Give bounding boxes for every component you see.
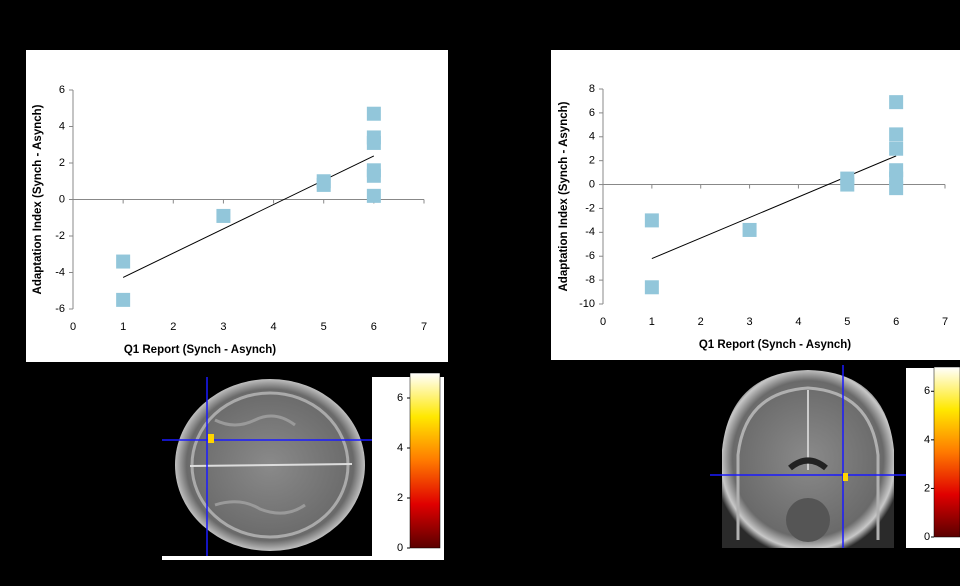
point: [743, 223, 757, 237]
y-tick-label: -4: [585, 226, 595, 238]
x-tick-label: 4: [795, 316, 801, 328]
x-tick-label: 5: [321, 321, 327, 333]
point: [367, 169, 381, 183]
point: [367, 136, 381, 150]
y-axis-label: Adaptation Index (Synch - Asynch): [558, 101, 570, 291]
colorbar-tick-label: 0: [924, 531, 930, 543]
point: [367, 107, 381, 121]
x-axis-label: Q1 Report (Synch - Asynch): [124, 344, 276, 356]
y-tick-label: 4: [59, 120, 65, 132]
point: [116, 293, 130, 307]
point: [216, 209, 230, 223]
colorbar-tick-label: 2: [924, 482, 930, 494]
point: [645, 213, 659, 227]
x-tick-label: 0: [600, 316, 606, 328]
point: [317, 174, 331, 188]
x-tick-label: 7: [421, 321, 427, 333]
y-tick-label: -4: [55, 266, 65, 278]
y-tick-label: 4: [589, 131, 595, 143]
y-tick-label: -6: [55, 303, 65, 315]
x-tick-label: 2: [170, 321, 176, 333]
y-tick-label: 6: [59, 84, 65, 96]
point: [889, 142, 903, 156]
y-tick-label: 6: [589, 107, 595, 119]
y-tick-label: -10: [579, 298, 595, 310]
point: [645, 280, 659, 294]
y-tick-label: -8: [585, 274, 595, 286]
x-tick-label: 7: [942, 316, 948, 328]
colorbar-tick-label: 6: [924, 385, 930, 397]
colorbar-tick-label: 4: [924, 434, 930, 446]
colorbar-tick-label: 2: [397, 492, 403, 504]
chart-panel: [26, 50, 448, 362]
y-tick-label: 8: [589, 83, 595, 95]
y-tick-label: -2: [585, 202, 595, 214]
point: [889, 95, 903, 109]
y-tick-label: 0: [589, 178, 595, 190]
point: [840, 178, 854, 192]
point: [116, 255, 130, 269]
y-tick-label: 2: [589, 155, 595, 167]
x-tick-label: 4: [271, 321, 277, 333]
colorbar-tick-label: 6: [397, 392, 403, 404]
x-tick-label: 1: [120, 321, 126, 333]
point: [889, 181, 903, 195]
x-tick-label: 3: [747, 316, 753, 328]
brain-image: [710, 365, 906, 548]
brain-image: [162, 377, 372, 560]
colorbar-tick-label: 4: [397, 442, 403, 454]
x-tick-label: 1: [649, 316, 655, 328]
colorbar-tick-label: 0: [397, 542, 403, 554]
y-tick-label: 0: [59, 193, 65, 205]
x-tick-label: 6: [371, 321, 377, 333]
point: [889, 127, 903, 141]
x-axis-label: Q1 Report (Synch - Asynch): [699, 339, 851, 351]
y-axis-label: Adaptation Index (Synch - Asynch): [32, 104, 44, 294]
x-tick-label: 5: [844, 316, 850, 328]
colorbar: [934, 367, 960, 537]
figure: -6 -4 -2 0 2 4 6 0 1 2 3 4 5 6 7 Q1 Report (Synch - Asy…: [0, 0, 960, 586]
colorbar: [410, 373, 440, 548]
x-tick-label: 2: [698, 316, 704, 328]
x-tick-label: 6: [893, 316, 899, 328]
y-tick-label: 2: [59, 157, 65, 169]
y-tick-label: -2: [55, 230, 65, 242]
x-tick-label: 0: [70, 321, 76, 333]
x-tick-label: 3: [220, 321, 226, 333]
point: [367, 189, 381, 203]
y-tick-label: -6: [585, 250, 595, 262]
